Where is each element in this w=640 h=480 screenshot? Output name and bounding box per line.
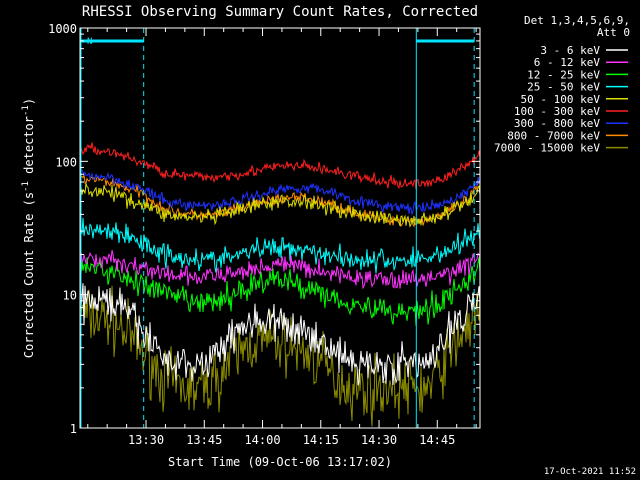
legend-header-detectors: Det 1,3,4,5,6,9,: [524, 14, 630, 27]
series-line-100-300-kev: [79, 142, 481, 190]
legend-label-800-7000-kev: 800 - 7000 keV: [507, 129, 600, 142]
x-tick-label: 14:30: [361, 433, 397, 447]
footer-timestamp: 17-Oct-2021 11:52: [544, 467, 636, 477]
series-layer: [79, 142, 481, 427]
x-tick-label: 14:00: [244, 433, 280, 447]
x-axis-label: Start Time (09-Oct-06 13:17:02): [168, 455, 392, 469]
legend-label-12-25-kev: 12 - 25 keV: [527, 68, 600, 81]
x-tick-label: 13:45: [186, 433, 222, 447]
axes-layer: 1 10 100 1000 13:30 13:45 14:00 14:15 14:30 14:45: [48, 22, 481, 447]
legend-label-6-12-kev: 6 - 12 keV: [534, 56, 601, 69]
legend-label-100-300-kev: 100 - 300 keV: [514, 105, 600, 118]
night-bar-label: N: [87, 37, 92, 47]
y-tick-label: 100: [55, 155, 77, 169]
legend-label-300-800-kev: 300 - 800 keV: [514, 117, 600, 130]
series-line-25-50-kev: [79, 217, 481, 274]
legend-label-3-6-kev: 3 - 6 keV: [540, 44, 600, 57]
legend-header-attenuator: Att 0: [597, 26, 630, 39]
x-tick-label: 14:45: [419, 433, 455, 447]
y-axis-label-exp2: -1: [21, 105, 31, 116]
y-axis-label: Corrected Count Rate (s-1 detector-1): [21, 98, 36, 358]
y-axis-label-part2: detector: [22, 116, 36, 181]
y-axis-label-exp1: -1: [21, 181, 31, 192]
x-tick-label: 14:15: [303, 433, 339, 447]
chart-title: RHESSI Observing Summary Count Rates, Co…: [82, 4, 478, 20]
series-line-300-800-kev: [79, 168, 481, 216]
y-tick-label: 10: [63, 289, 77, 303]
series-line-12-25-kev: [79, 257, 481, 326]
y-tick-label: 1000: [48, 22, 77, 36]
series-line-7000-15000-kev: [79, 285, 481, 427]
legend-label-7000-15000-kev: 7000 - 15000 keV: [494, 142, 600, 155]
plot-frame: [79, 27, 481, 429]
overlay-layer: N: [80, 28, 475, 428]
y-axis-label-part3: ): [22, 98, 36, 105]
series-line-6-12-kev: [79, 249, 481, 290]
legend-label-25-50-kev: 25 - 50 keV: [527, 81, 600, 94]
x-tick-label: 13:30: [128, 433, 164, 447]
series-line-3-6-kev: [79, 283, 481, 386]
legend-label-50-100-kev: 50 - 100 keV: [521, 93, 601, 106]
series-line-50-100-kev: [79, 183, 481, 228]
y-tick-label: 1: [70, 422, 77, 436]
y-axis-label-part1: Corrected Count Rate (s: [22, 192, 36, 358]
